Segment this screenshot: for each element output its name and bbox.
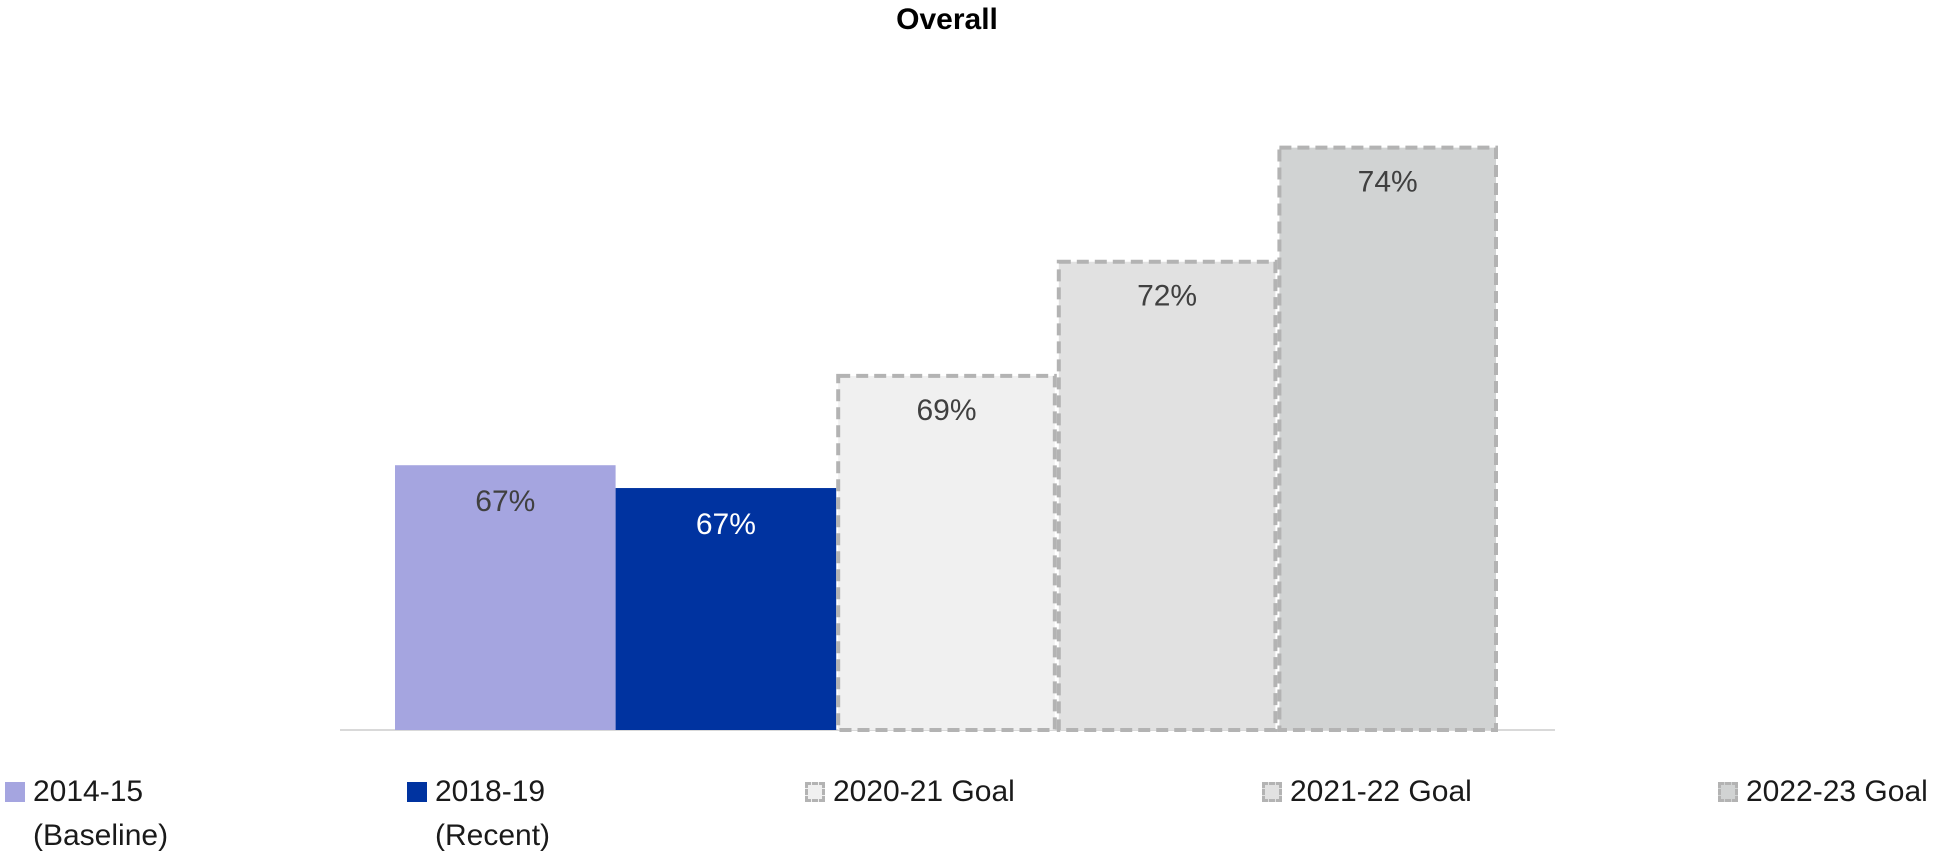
chart: Overall 67% 67% 69% 72% 74%	[340, 3, 1555, 733]
legend-label: 2022-23 Goal	[1746, 775, 1928, 808]
bar	[1056, 259, 1278, 732]
legend-label: 2014-15 (Baseline)	[33, 775, 169, 852]
data-label: 67%	[696, 508, 756, 541]
data-label: 74%	[1358, 166, 1418, 199]
legend-swatch	[5, 782, 25, 802]
bar	[395, 465, 616, 730]
legend-label: 2018-19 (Recent)	[435, 775, 551, 852]
legend-swatch	[1262, 782, 1282, 802]
data-label: 67%	[475, 485, 535, 518]
data-label: 69%	[916, 394, 976, 427]
legend: 2014-15 (Baseline) 2018-19 (Recent) 2020-2…	[0, 770, 1954, 852]
bar	[615, 488, 837, 730]
chart-title: Overall	[896, 3, 998, 36]
legend-item: 2018-19 (Recent)	[407, 770, 643, 858]
legend-item: 2014-15 (Baseline)	[5, 770, 241, 858]
legend-label: 2021-22 Goal	[1290, 775, 1472, 808]
legend-swatch	[1718, 782, 1738, 802]
legend-swatch	[407, 782, 427, 802]
legend-item: 2022-23 Goal	[1718, 770, 1954, 814]
bar	[1277, 145, 1499, 733]
bar	[836, 373, 1057, 732]
legend-swatch	[805, 782, 825, 802]
data-label: 72%	[1137, 280, 1197, 313]
legend-item: 2020-21 Goal	[805, 770, 1041, 814]
legend-label: 2020-21 Goal	[833, 775, 1015, 808]
legend-item: 2021-22 Goal	[1262, 770, 1498, 814]
